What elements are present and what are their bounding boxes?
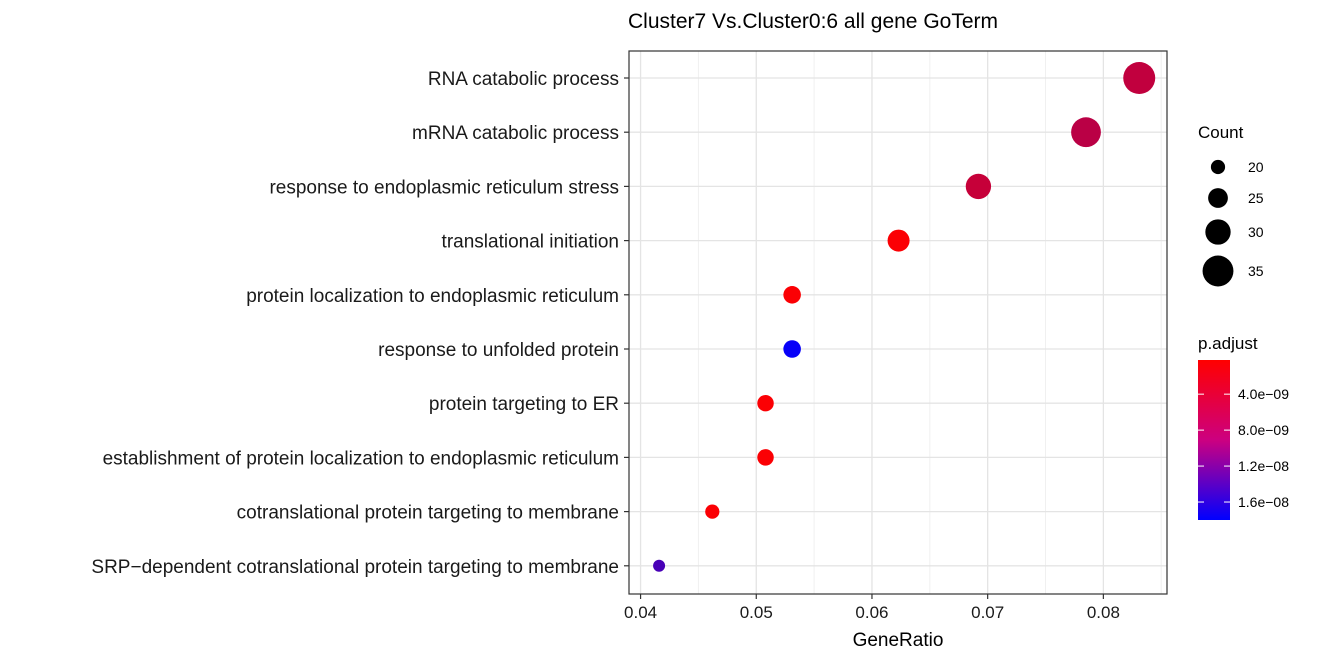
colorbar-label: 1.2e−08 — [1238, 458, 1289, 474]
category-label: SRP−dependent cotranslational protein ta… — [91, 557, 619, 578]
category-labels: RNA catabolic process mRNA catabolic proc… — [91, 69, 629, 578]
data-point — [965, 173, 992, 200]
data-point — [1123, 62, 1156, 94]
data-point — [783, 286, 801, 304]
data-point — [705, 504, 720, 519]
category-label: translational initiation — [442, 232, 619, 253]
p-adjust-legend: p.adjust 4.0e−09 8.0e−09 1.2e−08 1.6e−08 — [1198, 334, 1289, 520]
category-label: mRNA catabolic process — [412, 123, 619, 144]
count-legend-label: 35 — [1248, 263, 1264, 279]
p-adjust-colorbar — [1198, 360, 1230, 520]
count-legend-title: Count — [1198, 123, 1244, 142]
category-label: RNA catabolic process — [428, 69, 619, 90]
category-label: response to unfolded protein — [378, 340, 619, 361]
x-axis-title: GeneRatio — [853, 630, 944, 651]
p-adjust-legend-title: p.adjust — [1198, 334, 1258, 353]
count-legend: Count 20 25 30 35 — [1198, 123, 1264, 287]
category-label: protein targeting to ER — [429, 394, 619, 415]
x-tick-label: 0.06 — [855, 603, 888, 622]
category-label: protein localization to endoplasmic reti… — [246, 286, 619, 307]
x-tick-label: 0.08 — [1087, 603, 1120, 622]
x-axis: 0.04 0.05 0.06 0.07 0.08 — [624, 594, 1120, 622]
chart-title: Cluster7 Vs.Cluster0:6 all gene GoTerm — [628, 10, 998, 33]
data-point — [887, 229, 910, 252]
data-points — [653, 62, 1156, 572]
count-legend-key — [1210, 159, 1226, 175]
count-legend-label: 25 — [1248, 190, 1264, 206]
x-tick-label: 0.04 — [624, 603, 657, 622]
colorbar-label: 8.0e−09 — [1238, 422, 1289, 438]
data-point — [757, 449, 774, 466]
data-point — [1071, 117, 1101, 148]
count-legend-label: 20 — [1248, 159, 1264, 175]
colorbar-label: 1.6e−08 — [1238, 494, 1289, 510]
x-tick-label: 0.05 — [740, 603, 773, 622]
count-legend-key — [1208, 188, 1228, 208]
plot-panel-border — [628, 50, 1168, 595]
count-legend-key — [1205, 219, 1231, 245]
data-point — [653, 559, 666, 572]
count-legend-label: 30 — [1248, 224, 1264, 240]
category-label: cotranslational protein targeting to mem… — [237, 503, 619, 524]
x-tick-label: 0.07 — [971, 603, 1004, 622]
count-legend-key — [1202, 255, 1234, 287]
category-label: response to endoplasmic reticulum stress — [269, 177, 619, 198]
data-point — [757, 394, 774, 412]
category-label: establishment of protein localization to… — [103, 448, 619, 469]
colorbar-label: 4.0e−09 — [1238, 386, 1289, 402]
data-point — [783, 340, 801, 358]
